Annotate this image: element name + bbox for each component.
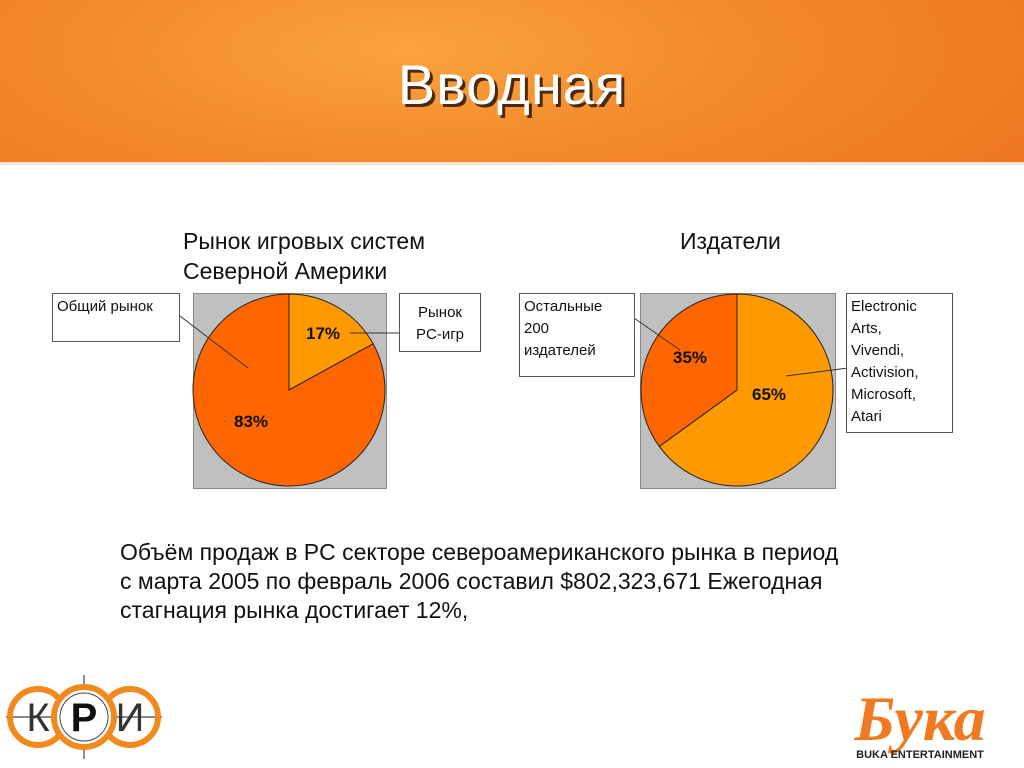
callout-total-market: Общий рынок xyxy=(52,293,180,342)
kri-logo: К Р И xyxy=(6,675,162,759)
buka-logo: Бука BUKA ENTERTAINMENT xyxy=(853,683,985,761)
chart1-title: Рынок игровых систем Северной Америки xyxy=(183,228,426,284)
callout-pc-market: Рынок PC-игр xyxy=(399,293,481,352)
chart1-slice-0 xyxy=(192,293,386,487)
body-line-3: стагнация рынка достигает 12%, xyxy=(120,597,469,623)
callout-pc-line2: PC-игр xyxy=(415,326,465,343)
callout-total-market-text: Общий рынок xyxy=(57,298,153,315)
chart2-label-others: 35% xyxy=(673,348,708,367)
leader-line-other-publishers xyxy=(633,317,681,351)
callout-top-line6: Atari xyxy=(851,408,882,425)
chart2-label-top: 65% xyxy=(752,385,787,404)
callout-top-publishers: Electronic Arts, Vivendi, Activision, Mi… xyxy=(846,293,953,433)
chart1-label-total: 83% xyxy=(234,412,269,431)
kri-letter-k: К xyxy=(26,696,50,740)
chart2-slice-0 xyxy=(658,293,834,487)
callout-pc-line1: Рынок xyxy=(418,304,462,321)
callout-other-publishers: Остальные 200 издателей xyxy=(519,293,635,377)
body-paragraph: Объём продаж в PC секторе североамерикан… xyxy=(120,538,950,625)
leader-line-top-publishers xyxy=(785,367,849,377)
chart1-slice-1 xyxy=(288,293,374,391)
chart2-title: Издатели xyxy=(680,228,781,254)
body-line-2: с марта 2005 по февраль 2006 составил $8… xyxy=(120,568,823,594)
slide-title: Вводная xyxy=(397,53,627,116)
chart2-pie xyxy=(640,293,834,487)
kri-letter-i: И xyxy=(116,696,145,740)
callout-top-line3: Vivendi, xyxy=(851,342,905,359)
title-banner xyxy=(0,0,1024,165)
callout-others-line3: издателей xyxy=(524,342,596,359)
leader-line-total-market xyxy=(179,315,249,369)
buka-caption: BUKA ENTERTAINMENT xyxy=(856,749,984,761)
chart2-slice-1 xyxy=(640,293,738,448)
body-line-1: Объём продаж в PC секторе североамерикан… xyxy=(120,539,839,565)
callout-top-line2: Arts, xyxy=(851,320,882,337)
callout-others-line2: 200 xyxy=(524,320,550,337)
chart1-label-pc: 17% xyxy=(306,324,341,343)
callout-top-line1: Electronic xyxy=(851,298,917,315)
buka-wordmark: Бука xyxy=(853,683,985,754)
kri-letter-r: Р xyxy=(71,696,98,740)
callout-top-line5: Microsoft, xyxy=(851,386,917,403)
callout-top-line4: Activision, xyxy=(851,364,919,381)
chart1-pie xyxy=(192,293,386,487)
callout-others-line1: Остальные xyxy=(524,298,603,315)
